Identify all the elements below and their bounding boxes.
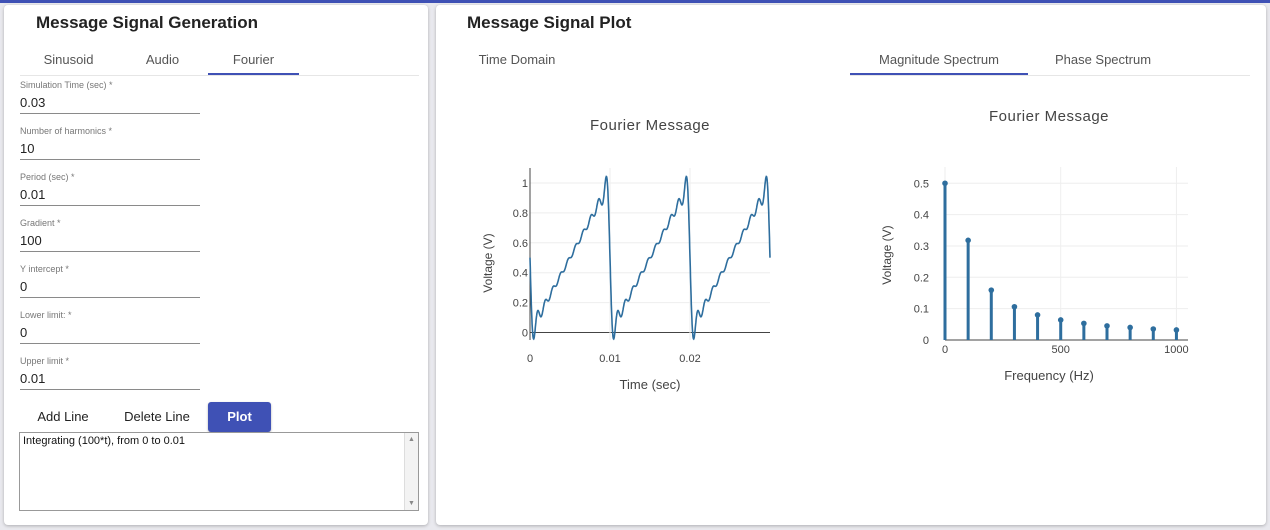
add-line-button[interactable]: Add Line xyxy=(22,402,104,432)
time-chart-ylabel: Voltage (V) xyxy=(481,233,495,292)
field-label: Upper limit * xyxy=(20,356,70,366)
y-intercept-input[interactable]: 0 xyxy=(20,277,200,298)
x-tick-label: 1000 xyxy=(1164,344,1188,356)
log-textarea[interactable]: Integrating (100*t), from 0 to 0.01 ▲ ▼ xyxy=(19,432,419,511)
spectrum-point xyxy=(1011,303,1018,310)
spectrum-point xyxy=(942,180,948,187)
generation-panel-title: Message Signal Generation xyxy=(36,13,259,32)
generation-tabs: Sinusoid Audio Fourier xyxy=(20,45,419,76)
spectrum-chart-title: Fourier Message xyxy=(989,108,1109,125)
log-scrollbar[interactable]: ▲ ▼ xyxy=(404,433,418,510)
lower-limit-input[interactable]: 0 xyxy=(20,323,200,344)
spectrum-point xyxy=(1034,312,1041,318)
tab-magnitude-spectrum[interactable]: Magnitude Spectrum xyxy=(850,45,1028,75)
field-label: Lower limit: * xyxy=(20,310,72,320)
tab-phase-spectrum[interactable]: Phase Spectrum xyxy=(1054,52,1152,67)
lower-limit-field[interactable]: Lower limit: * 0 xyxy=(20,309,200,344)
spectrum-chart-xlabel: Frequency (Hz) xyxy=(1004,368,1094,383)
generation-panel: Message Signal Generation Sinusoid Audio… xyxy=(4,5,428,525)
log-text: Integrating (100*t), from 0 to 0.01 xyxy=(23,435,186,447)
gradient-field[interactable]: Gradient * 100 xyxy=(20,217,200,252)
field-label: Period (sec) * xyxy=(20,172,75,182)
time-domain-chart: Fourier Message Time (sec) Voltage (V) 0… xyxy=(481,117,771,392)
x-tick-label: 500 xyxy=(1052,344,1070,356)
spectrum-point xyxy=(1127,324,1133,331)
harmonics-input[interactable]: 10 xyxy=(20,139,200,160)
spectrum-point xyxy=(988,287,995,293)
period-input[interactable]: 0.01 xyxy=(20,185,200,206)
y-tick-label: 0.5 xyxy=(914,178,929,190)
spectrum-tabs: Magnitude Spectrum Phase Spectrum xyxy=(850,45,1250,76)
upper-limit-field[interactable]: Upper limit * 0.01 xyxy=(20,355,200,390)
y-tick-label: 0.4 xyxy=(914,210,929,222)
time-chart-xlabel: Time (sec) xyxy=(620,377,681,392)
tab-audio[interactable]: Audio xyxy=(145,52,180,67)
time-domain-tabs: Time Domain xyxy=(452,45,582,75)
y-tick-label: 0.3 xyxy=(914,241,929,253)
x-tick-label: 0 xyxy=(527,353,533,365)
time-signal-line xyxy=(529,175,771,341)
simulation-time-input[interactable]: 0.03 xyxy=(20,93,200,114)
spectrum-point xyxy=(1104,323,1110,329)
upper-limit-input[interactable]: 0.01 xyxy=(20,369,200,390)
plot-panel: Message Signal Plot Time Domain Magnitud… xyxy=(436,5,1266,525)
tab-time-domain[interactable]: Time Domain xyxy=(478,52,556,67)
spectrum-point xyxy=(1150,326,1157,332)
y-tick-label: 0.2 xyxy=(513,298,528,310)
scroll-up-icon[interactable]: ▲ xyxy=(408,436,415,443)
magnitude-spectrum-chart: Fourier Message Frequency (Hz) Voltage (… xyxy=(880,108,1189,383)
scroll-down-icon[interactable]: ▼ xyxy=(408,500,415,507)
x-tick-label: 0 xyxy=(942,344,948,356)
spectrum-point xyxy=(965,237,971,244)
x-tick-label: 0.01 xyxy=(599,353,620,365)
y-tick-label: 0 xyxy=(923,335,929,347)
time-chart-title: Fourier Message xyxy=(590,117,710,134)
y-tick-label: 0.1 xyxy=(914,304,929,316)
y-intercept-field[interactable]: Y intercept * 0 xyxy=(20,263,200,298)
field-label: Y intercept * xyxy=(20,264,69,274)
harmonics-field[interactable]: Number of harmonics * 10 xyxy=(20,125,200,160)
tab-sinusoid[interactable]: Sinusoid xyxy=(43,52,94,67)
y-tick-label: 1 xyxy=(522,178,528,190)
spectrum-chart-ylabel: Voltage (V) xyxy=(880,225,894,284)
delete-line-button[interactable]: Delete Line xyxy=(108,402,206,432)
y-tick-label: 0.6 xyxy=(513,238,528,250)
gradient-input[interactable]: 100 xyxy=(20,231,200,252)
y-tick-label: 0.2 xyxy=(914,272,929,284)
field-label: Simulation Time (sec) * xyxy=(20,80,113,90)
y-tick-label: 0.8 xyxy=(513,208,528,220)
y-tick-label: 0.4 xyxy=(513,268,528,280)
spectrum-point xyxy=(1057,317,1064,323)
spectrum-point xyxy=(1081,320,1087,327)
y-tick-label: 0 xyxy=(522,328,528,340)
field-label: Number of harmonics * xyxy=(20,126,113,136)
spectrum-point xyxy=(1173,327,1180,333)
plot-button[interactable]: Plot xyxy=(208,402,271,432)
plot-panel-title: Message Signal Plot xyxy=(467,13,632,32)
field-label: Gradient * xyxy=(20,218,61,228)
top-accent-bar xyxy=(0,0,1270,3)
simulation-time-field[interactable]: Simulation Time (sec) * 0.03 xyxy=(20,79,200,114)
x-tick-label: 0.02 xyxy=(679,353,700,365)
period-field[interactable]: Period (sec) * 0.01 xyxy=(20,171,200,206)
tab-fourier[interactable]: Fourier xyxy=(208,45,299,75)
